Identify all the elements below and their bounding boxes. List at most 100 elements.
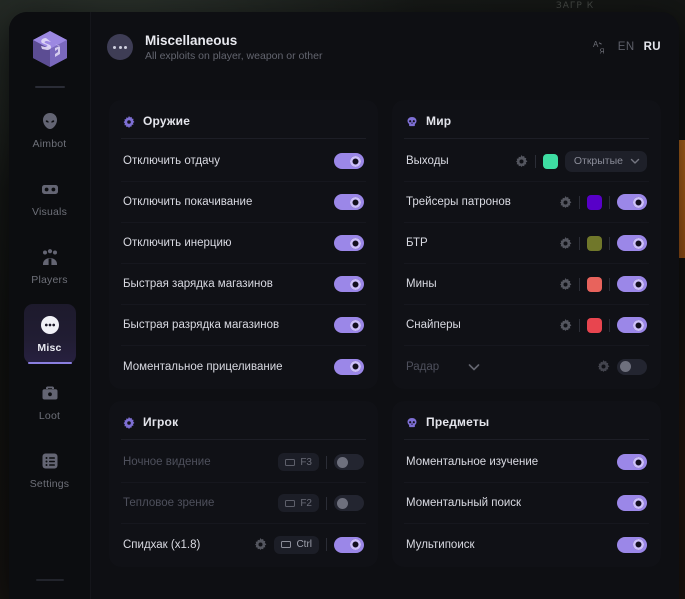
sidebar-item-players[interactable]: Players — [24, 236, 76, 296]
section-player: Игрок Ночное видение F3 — [109, 401, 378, 567]
toggle-switch[interactable] — [334, 495, 364, 511]
exits-dropdown[interactable]: Открытые — [564, 150, 647, 172]
setting-row[interactable]: Ночное видение F3 — [121, 442, 366, 483]
keybind-badge[interactable]: Ctrl — [274, 535, 319, 554]
color-swatch[interactable] — [587, 317, 602, 333]
setting-row[interactable]: Моментальное прицеливание — [121, 346, 366, 387]
section-title: Оружие — [143, 114, 191, 128]
toggle-switch[interactable] — [617, 276, 647, 292]
color-swatch[interactable] — [587, 235, 602, 251]
toggle-switch[interactable] — [617, 358, 647, 375]
setting-label: Быстрая разрядка магазинов — [123, 319, 280, 331]
setting-row[interactable]: Выходы Откр — [404, 141, 649, 182]
sidebar-item-visuals[interactable]: Visuals — [24, 168, 76, 228]
people-icon — [40, 247, 60, 267]
setting-row[interactable]: БТР — [404, 223, 649, 264]
toggle-switch[interactable] — [334, 454, 364, 470]
language-switcher: A Я EN RU — [593, 39, 661, 56]
toggle-switch[interactable] — [334, 153, 364, 169]
toggle-switch[interactable] — [334, 536, 364, 553]
svg-text:A: A — [593, 40, 599, 49]
setting-label: Трейсеры патронов — [406, 196, 511, 208]
toggle-switch[interactable] — [617, 454, 647, 470]
toggle-switch[interactable] — [334, 358, 364, 375]
setting-label: Отключить отдачу — [123, 155, 220, 167]
sidebar: Aimbot Visuals — [9, 12, 91, 599]
setting-row[interactable]: Моментальный поиск — [404, 483, 649, 524]
app-window: Aimbot Visuals — [9, 12, 679, 599]
gear-icon[interactable] — [559, 277, 572, 291]
setting-row[interactable]: Снайперы — [404, 305, 649, 346]
setting-row[interactable]: Мины — [404, 264, 649, 305]
toggle-switch[interactable] — [334, 194, 364, 210]
setting-row[interactable]: Радар — [404, 346, 649, 387]
section-header: Мир — [404, 110, 649, 139]
chevron-down-icon[interactable] — [467, 360, 481, 374]
toggle-switch[interactable] — [334, 276, 364, 292]
keybind-label: Ctrl — [296, 539, 312, 550]
toggle-switch[interactable] — [617, 194, 647, 210]
settings-grid: Оружие Отключить отдачу Отключить покачи… — [91, 82, 679, 599]
section-title: Предметы — [426, 415, 490, 429]
toggle-switch[interactable] — [617, 536, 647, 553]
setting-row[interactable]: Спидхак (x1.8) Ctrl — [121, 524, 366, 565]
gear-purple-icon — [123, 416, 135, 429]
sidebar-item-aimbot[interactable]: Aimbot — [24, 100, 76, 160]
gear-icon[interactable] — [254, 538, 267, 551]
gear-icon[interactable] — [597, 360, 610, 373]
setting-label: Спидхак (x1.8) — [123, 538, 201, 551]
setting-row[interactable]: Мультипоиск — [404, 524, 649, 565]
section-header: Игрок — [121, 411, 366, 440]
sidebar-item-label: Loot — [38, 409, 61, 422]
setting-label: Отключить покачивание — [123, 196, 253, 208]
keybind-badge[interactable]: F2 — [278, 494, 319, 512]
setting-label: Моментальное прицеливание — [123, 360, 283, 373]
page-subtitle: All exploits on player, weapon or other — [145, 49, 323, 62]
gear-icon[interactable] — [559, 236, 572, 250]
setting-label: Радар — [406, 360, 440, 373]
section-header: Предметы — [404, 411, 649, 440]
setting-row[interactable]: Быстрая зарядка магазинов — [121, 264, 366, 305]
sidebar-item-label: Settings — [29, 477, 70, 490]
color-swatch[interactable] — [587, 194, 602, 210]
translate-icon: A Я — [593, 39, 609, 56]
setting-row[interactable]: Моментальное изучение — [404, 442, 649, 483]
toggle-switch[interactable] — [617, 317, 647, 333]
setting-row[interactable]: Отключить инерцию — [121, 223, 366, 264]
setting-label: БТР — [406, 237, 428, 249]
setting-label: Быстрая зарядка магазинов — [123, 278, 273, 290]
sidebar-item-misc[interactable]: Misc — [23, 304, 76, 364]
desktop-bg-text: ЗАГР К — [556, 1, 595, 11]
gear-icon[interactable] — [559, 318, 572, 332]
keybind-badge[interactable]: F3 — [278, 453, 319, 471]
toggle-switch[interactable] — [617, 235, 647, 251]
section-title: Игрок — [143, 415, 179, 429]
sidebar-item-label: Players — [31, 273, 68, 286]
gear-icon[interactable] — [515, 154, 528, 168]
setting-label: Мультипоиск — [406, 538, 475, 551]
setting-row[interactable]: Отключить покачивание — [121, 182, 366, 223]
toggle-switch[interactable] — [334, 235, 364, 251]
sidebar-item-loot[interactable]: Loot — [24, 372, 76, 432]
setting-label: Мины — [406, 278, 437, 290]
sidebar-item-label: Misc — [37, 341, 62, 354]
lang-ru-button[interactable]: RU — [643, 41, 661, 53]
sidebar-item-label: Visuals — [31, 205, 68, 218]
setting-row[interactable]: Трейсеры патронов — [404, 182, 649, 223]
dots-icon — [40, 315, 60, 335]
setting-row[interactable]: Быстрая разрядка магазинов — [121, 305, 366, 346]
toggle-switch[interactable] — [334, 317, 364, 333]
setting-row[interactable]: Отключить отдачу — [121, 141, 366, 182]
setting-label: Отключить инерцию — [123, 237, 232, 249]
lang-en-button[interactable]: EN — [617, 41, 635, 53]
sidebar-item-settings[interactable]: Settings — [24, 440, 76, 500]
dropdown-value: Открытые — [573, 155, 623, 167]
setting-label: Выходы — [406, 155, 449, 167]
toggle-switch[interactable] — [617, 495, 647, 511]
setting-row[interactable]: Тепловое зрение F2 — [121, 483, 366, 524]
color-swatch[interactable] — [542, 153, 558, 169]
color-swatch[interactable] — [587, 276, 602, 292]
svg-text:Я: Я — [599, 49, 604, 56]
gear-icon[interactable] — [559, 195, 572, 209]
